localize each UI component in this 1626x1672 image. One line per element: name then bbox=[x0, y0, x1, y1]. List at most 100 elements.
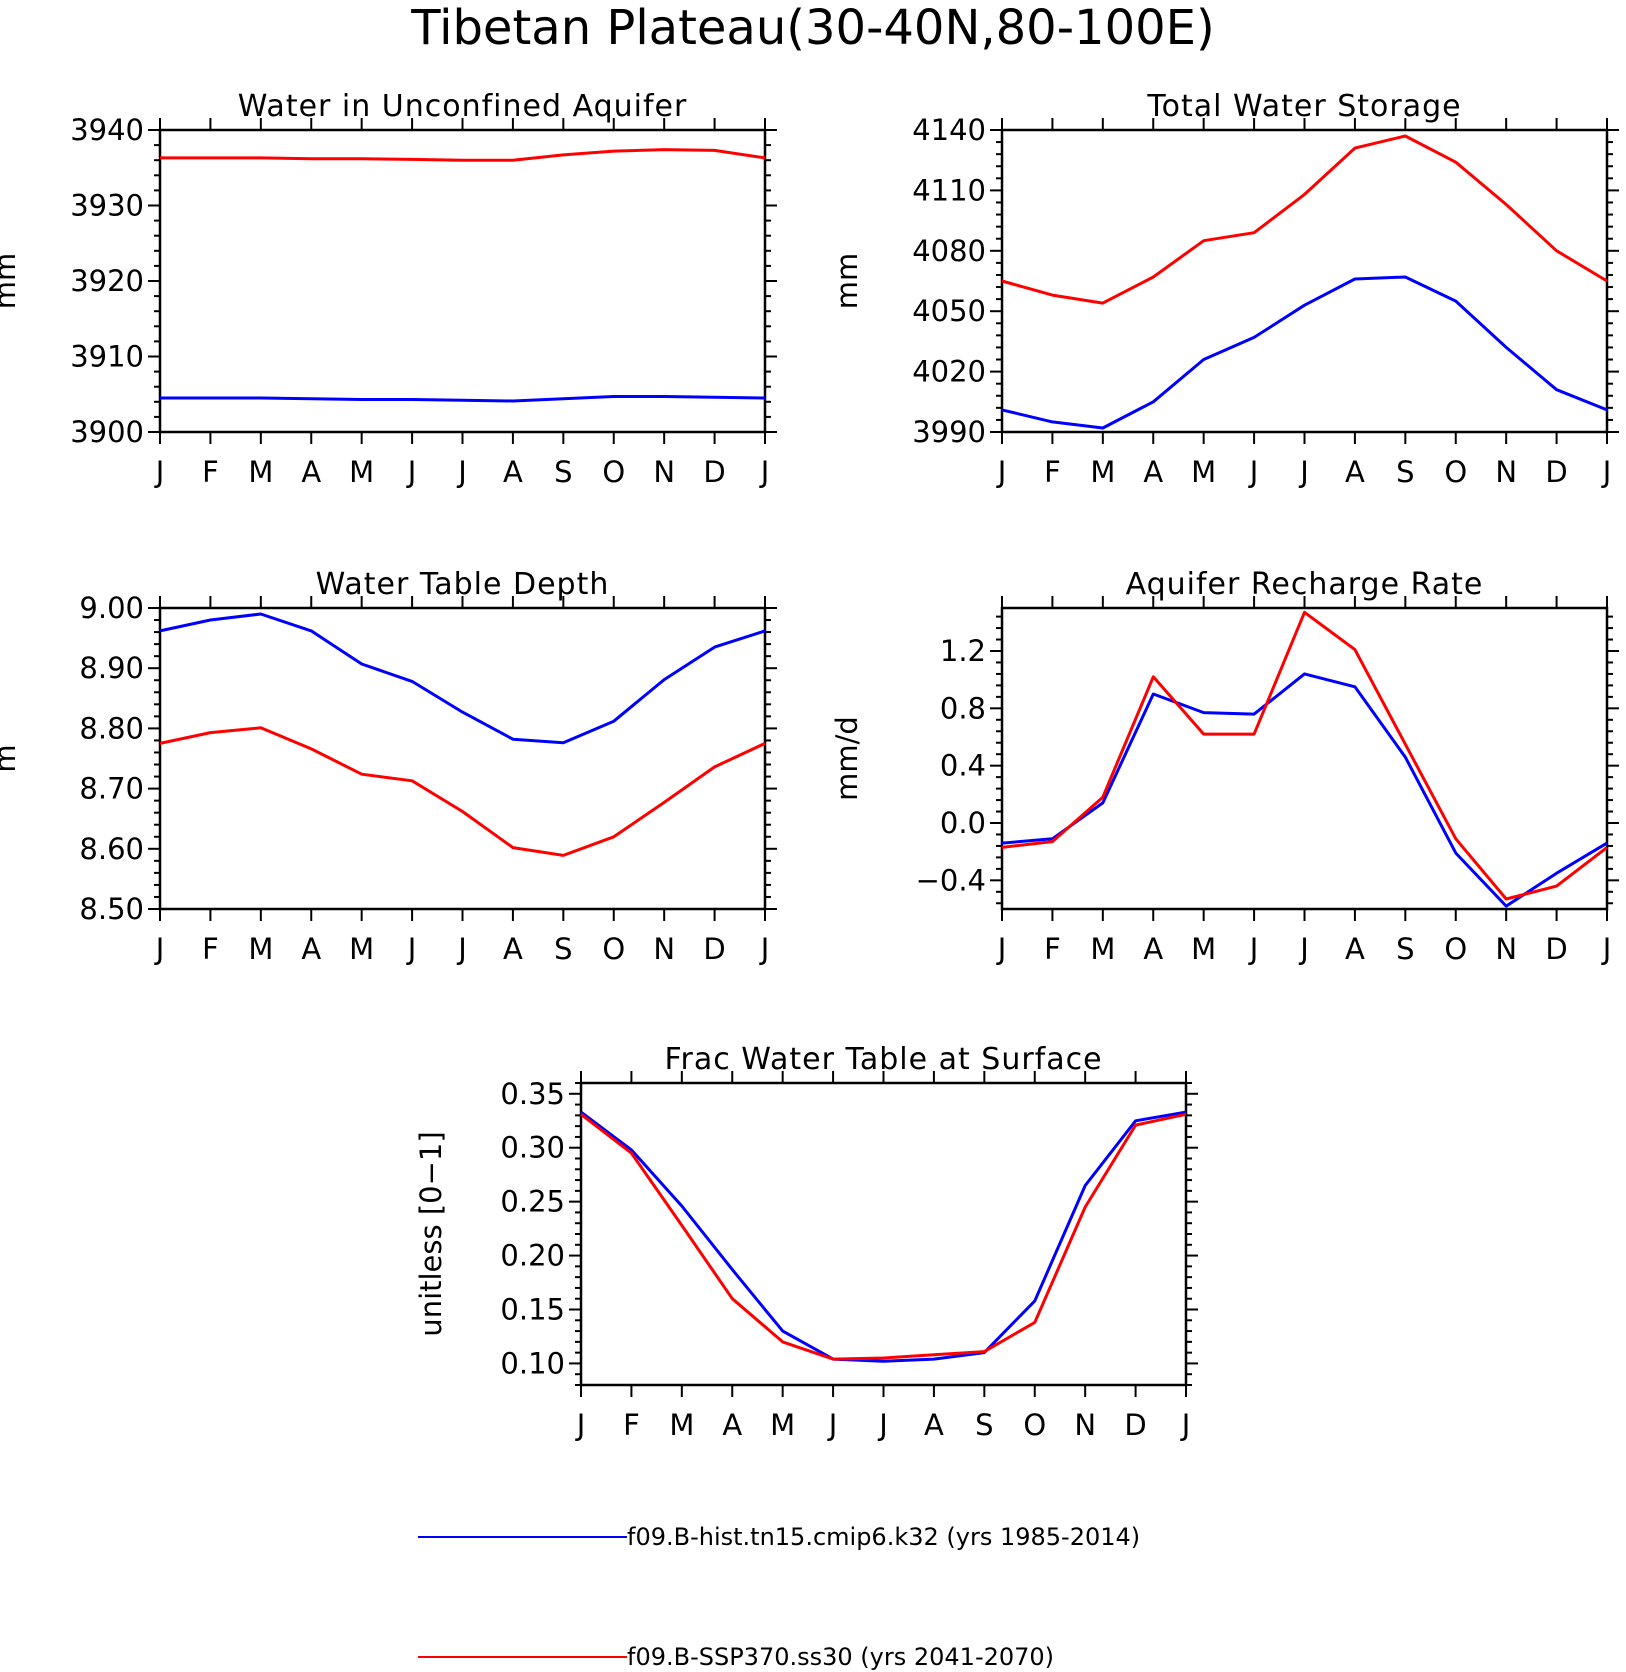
x-tick-label: A bbox=[1143, 455, 1163, 489]
x-tick-label: A bbox=[503, 932, 523, 966]
series-line-hist bbox=[159, 612, 766, 745]
x-tick-label: M bbox=[770, 1408, 795, 1442]
y-tick-label: 0.10 bbox=[500, 1346, 565, 1380]
y-axis-label: m bbox=[0, 744, 22, 772]
x-tick-label: A bbox=[301, 932, 321, 966]
y-tick-label: 4140 bbox=[912, 113, 986, 147]
x-tick-label: A bbox=[924, 1408, 944, 1442]
y-tick-label: 0.8 bbox=[940, 691, 986, 725]
legend-label-hist: f09.B-hist.tn15.cmip6.k32 (yrs 1985-2014… bbox=[627, 1523, 1140, 1551]
legend: f09.B-hist.tn15.cmip6.k32 (yrs 1985-2014… bbox=[418, 1523, 1140, 1671]
series-line-future bbox=[580, 1112, 1187, 1361]
x-tick-label: D bbox=[1124, 1408, 1146, 1442]
series-line-hist bbox=[1001, 275, 1608, 430]
x-tick-label: D bbox=[1545, 455, 1567, 489]
y-tick-label: 0.25 bbox=[500, 1185, 565, 1219]
series-line-hist bbox=[1001, 672, 1608, 908]
x-tick-label: F bbox=[623, 1408, 640, 1442]
x-tick-label: N bbox=[653, 932, 675, 966]
plot-frame bbox=[1000, 606, 1609, 911]
series-line-future bbox=[1001, 134, 1608, 305]
y-tick-label: 1.2 bbox=[940, 634, 986, 668]
x-tick-label: J bbox=[575, 1408, 586, 1442]
x-tick-label: S bbox=[1396, 455, 1414, 489]
x-tick-label: M bbox=[248, 455, 273, 489]
legend-label-future: f09.B-SSP370.ss30 (yrs 2041-2070) bbox=[627, 1643, 1054, 1671]
x-tick-label: F bbox=[202, 932, 219, 966]
y-tick-label: 0.30 bbox=[500, 1131, 565, 1165]
x-tick-label: J bbox=[996, 455, 1007, 489]
x-tick-label: M bbox=[1191, 932, 1216, 966]
x-tick-label: A bbox=[1143, 932, 1163, 966]
x-tick-label: A bbox=[503, 455, 523, 489]
plot-frame bbox=[158, 128, 767, 434]
x-tick-label: J bbox=[456, 455, 467, 489]
x-tick-label: M bbox=[1090, 932, 1115, 966]
x-tick-label: J bbox=[877, 1408, 888, 1442]
y-tick-label: 8.50 bbox=[79, 892, 144, 926]
x-tick-label: A bbox=[301, 455, 321, 489]
y-tick-label: 3930 bbox=[70, 189, 144, 223]
x-tick-label: J bbox=[996, 932, 1007, 966]
series-line-hist bbox=[160, 395, 766, 403]
x-tick-label: M bbox=[349, 932, 374, 966]
y-tick-label: 4080 bbox=[912, 234, 986, 268]
x-tick-label: F bbox=[1044, 932, 1061, 966]
x-tick-label: J bbox=[1298, 455, 1309, 489]
x-tick-label: N bbox=[1495, 455, 1517, 489]
x-tick-label: A bbox=[722, 1408, 742, 1442]
x-tick-label: S bbox=[1396, 932, 1414, 966]
x-tick-label: M bbox=[349, 455, 374, 489]
x-tick-label: O bbox=[1444, 455, 1467, 489]
x-tick-label: M bbox=[1090, 455, 1115, 489]
y-tick-label: 3900 bbox=[70, 415, 144, 449]
x-tick-label: J bbox=[406, 455, 417, 489]
x-tick-label: O bbox=[1023, 1408, 1046, 1442]
plot-frame bbox=[579, 1081, 1188, 1387]
y-tick-label: 8.90 bbox=[79, 651, 144, 685]
plot-frame bbox=[1000, 128, 1609, 434]
y-tick-label: 3940 bbox=[70, 113, 144, 147]
x-tick-label: J bbox=[1601, 932, 1612, 966]
x-tick-label: N bbox=[1074, 1408, 1096, 1442]
x-tick-label: S bbox=[554, 932, 572, 966]
x-tick-label: J bbox=[154, 932, 165, 966]
x-tick-label: M bbox=[1191, 455, 1216, 489]
y-tick-label: −0.4 bbox=[916, 863, 986, 897]
series-line-hist bbox=[580, 1110, 1187, 1363]
y-tick-label: 8.70 bbox=[79, 772, 144, 806]
x-tick-label: O bbox=[602, 932, 625, 966]
y-tick-label: 0.0 bbox=[940, 806, 986, 840]
x-tick-label: M bbox=[248, 932, 273, 966]
y-tick-label: 0.4 bbox=[940, 749, 986, 783]
x-tick-label: J bbox=[406, 932, 417, 966]
x-tick-label: D bbox=[703, 932, 725, 966]
x-tick-label: J bbox=[1248, 932, 1259, 966]
x-tick-label: O bbox=[602, 455, 625, 489]
x-tick-label: D bbox=[1545, 932, 1567, 966]
y-axis-label: mm/d bbox=[830, 716, 864, 801]
x-tick-label: N bbox=[653, 455, 675, 489]
y-tick-label: 0.20 bbox=[500, 1239, 565, 1273]
y-tick-label: 3990 bbox=[912, 415, 986, 449]
x-tick-label: D bbox=[703, 455, 725, 489]
x-tick-label: J bbox=[759, 455, 770, 489]
y-tick-label: 9.00 bbox=[79, 591, 144, 625]
figure-title: Tibetan Plateau(30-40N,80-100E) bbox=[410, 0, 1214, 56]
x-tick-label: J bbox=[827, 1408, 838, 1442]
series-line-future bbox=[159, 726, 766, 857]
y-tick-label: 4020 bbox=[912, 355, 986, 389]
x-tick-label: J bbox=[1601, 455, 1612, 489]
x-tick-label: J bbox=[154, 455, 165, 489]
y-tick-label: 4110 bbox=[912, 173, 986, 207]
plot-frame bbox=[158, 606, 767, 911]
x-tick-label: A bbox=[1345, 932, 1365, 966]
y-axis-label: mm bbox=[0, 253, 22, 310]
